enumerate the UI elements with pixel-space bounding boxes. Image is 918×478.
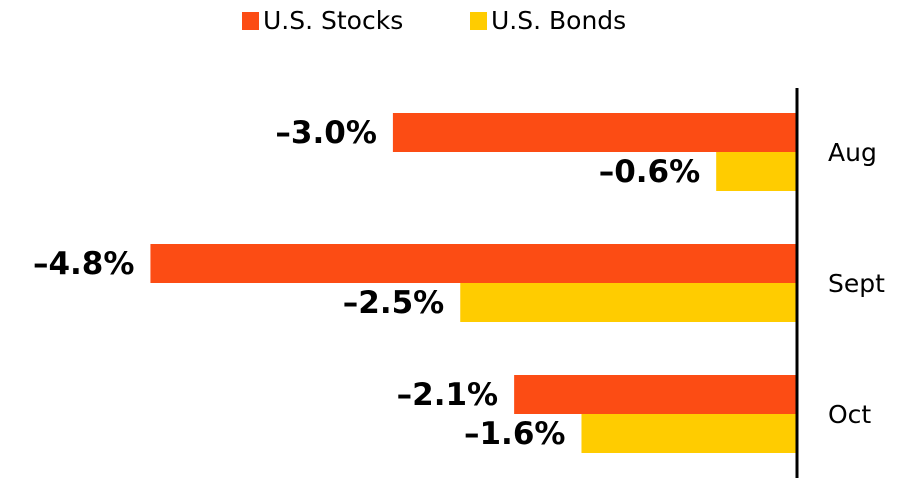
value-label: –3.0% bbox=[275, 115, 376, 151]
value-label: –2.1% bbox=[397, 377, 498, 413]
bar bbox=[716, 152, 797, 191]
legend-label: U.S. Bonds bbox=[491, 6, 626, 35]
value-label: –4.8% bbox=[33, 246, 134, 282]
bar bbox=[392, 113, 797, 152]
bar bbox=[514, 375, 797, 414]
legend-swatch bbox=[242, 12, 259, 30]
bar bbox=[581, 414, 797, 453]
bar bbox=[150, 244, 797, 283]
category-label: Sept bbox=[828, 269, 885, 298]
legend-label: U.S. Stocks bbox=[263, 6, 403, 35]
value-label: –0.6% bbox=[599, 154, 700, 190]
value-label: –1.6% bbox=[464, 416, 565, 452]
category-label: Oct bbox=[828, 400, 871, 429]
value-label: –2.5% bbox=[343, 285, 444, 321]
category-label: Aug bbox=[828, 138, 877, 167]
legend-swatch bbox=[470, 12, 487, 30]
bar bbox=[460, 283, 797, 322]
